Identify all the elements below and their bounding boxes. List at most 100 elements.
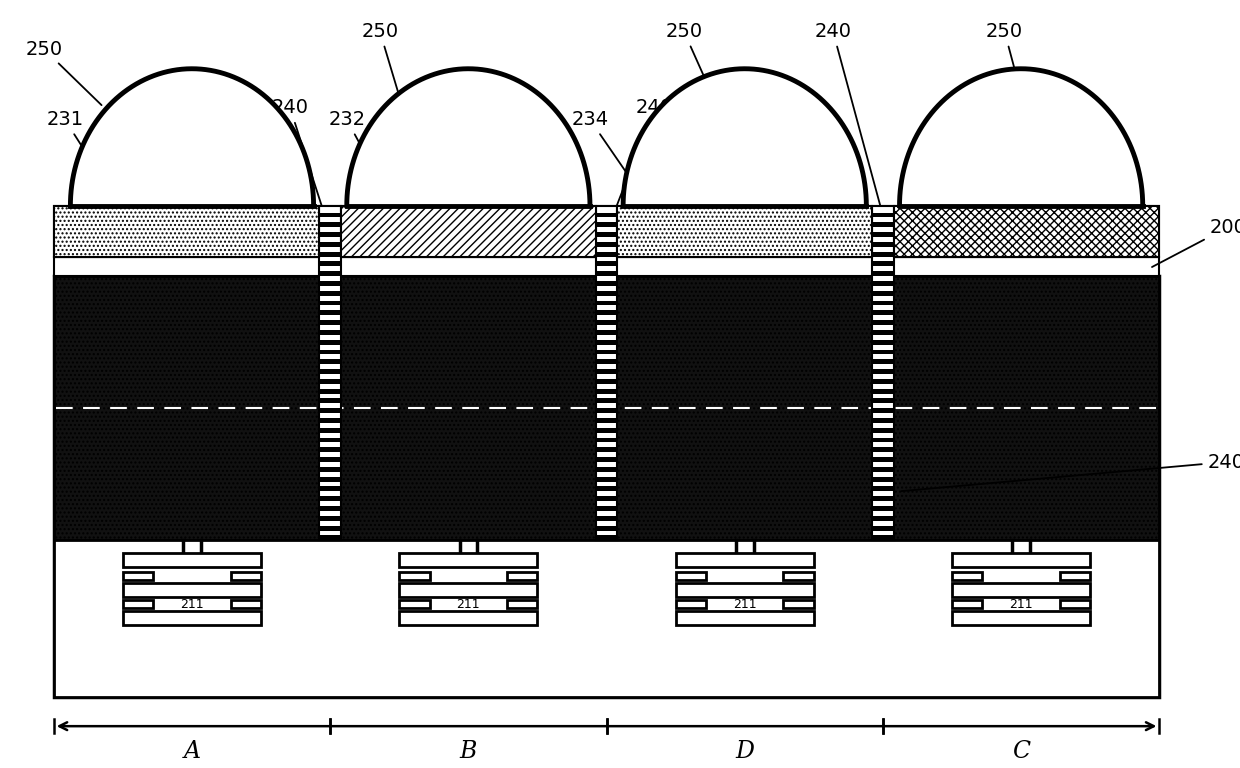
Bar (952, 571, 982, 581)
Bar (873, 271, 893, 276)
Bar (873, 477, 893, 482)
Bar (952, 553, 1090, 567)
Bar (873, 252, 893, 257)
Bar (596, 291, 616, 296)
Bar (596, 349, 616, 354)
Bar (53, 276, 1159, 541)
Bar (320, 359, 340, 364)
Bar (320, 232, 340, 237)
Bar (596, 213, 616, 217)
Bar (873, 223, 893, 227)
Bar (320, 409, 340, 413)
Bar (596, 428, 616, 432)
Bar (320, 447, 340, 452)
Text: 250: 250 (361, 22, 398, 94)
Bar (320, 516, 340, 521)
Bar (399, 584, 537, 598)
Text: 211: 211 (733, 598, 756, 611)
Bar (596, 223, 616, 227)
Bar (596, 516, 616, 521)
Bar (952, 600, 982, 608)
Text: 250: 250 (986, 22, 1023, 91)
Bar (873, 281, 893, 286)
Bar (873, 369, 893, 374)
Bar (873, 418, 893, 423)
Bar (596, 242, 616, 247)
Text: D: D (735, 740, 754, 763)
Bar (123, 584, 262, 598)
Bar (399, 611, 537, 625)
Text: 240: 240 (608, 98, 673, 230)
Bar (320, 281, 340, 286)
Polygon shape (347, 69, 590, 206)
Bar (873, 330, 893, 335)
Bar (320, 535, 340, 541)
Bar (341, 206, 595, 257)
Bar (53, 541, 1159, 697)
Bar (320, 291, 340, 296)
Bar (873, 359, 893, 364)
Bar (873, 389, 893, 393)
Bar (320, 206, 341, 541)
Bar (873, 428, 893, 432)
Bar (952, 611, 1090, 625)
Bar (320, 242, 340, 247)
Bar (596, 261, 616, 266)
Text: 211: 211 (180, 598, 203, 611)
Bar (53, 206, 320, 257)
Bar (952, 584, 1090, 598)
Bar (873, 213, 893, 217)
Bar (873, 261, 893, 266)
Bar (1060, 571, 1090, 581)
Bar (320, 457, 340, 462)
Bar (596, 271, 616, 276)
Bar (320, 300, 340, 306)
Bar (320, 496, 340, 502)
Bar (596, 320, 616, 325)
Bar (320, 428, 340, 432)
Bar (596, 252, 616, 257)
Bar (320, 477, 340, 482)
Bar (894, 206, 1159, 257)
Bar (320, 369, 340, 374)
Bar (123, 600, 154, 608)
Bar (320, 252, 340, 257)
Text: B: B (460, 740, 477, 763)
Bar (596, 535, 616, 541)
Bar (873, 486, 893, 492)
Bar (873, 409, 893, 413)
Bar (320, 271, 340, 276)
Text: 240: 240 (901, 452, 1240, 491)
Bar (596, 281, 616, 286)
Polygon shape (71, 69, 314, 206)
Bar (596, 496, 616, 502)
Text: 233: 233 (941, 103, 998, 230)
Bar (873, 506, 893, 511)
Bar (596, 369, 616, 374)
Bar (873, 399, 893, 403)
Bar (53, 257, 1159, 276)
Bar (53, 206, 1159, 257)
Bar (596, 379, 616, 384)
Text: 250: 250 (666, 22, 711, 91)
Bar (596, 399, 616, 403)
Bar (873, 320, 893, 325)
Bar (320, 349, 340, 354)
Bar (123, 611, 262, 625)
Bar (53, 276, 1159, 697)
Bar (320, 389, 340, 393)
Bar (873, 339, 893, 345)
Bar (320, 399, 340, 403)
Bar (596, 457, 616, 462)
Bar (676, 584, 813, 598)
Bar (873, 300, 893, 306)
Text: A: A (184, 740, 201, 763)
Bar (873, 438, 893, 442)
Bar (399, 600, 430, 608)
Polygon shape (899, 69, 1143, 206)
Bar (676, 600, 706, 608)
Bar (596, 438, 616, 442)
Bar (873, 525, 893, 531)
Bar (320, 525, 340, 531)
Bar (873, 516, 893, 521)
